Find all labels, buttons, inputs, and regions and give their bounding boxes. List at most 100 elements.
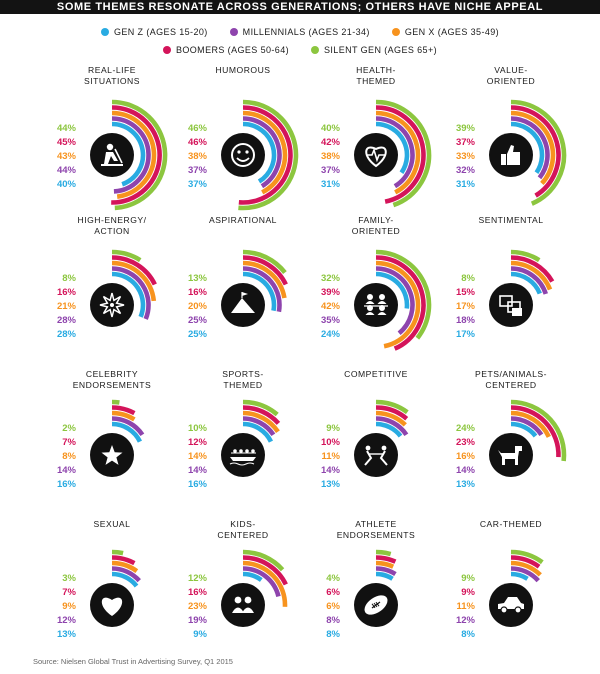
arc-silent-gen (375, 399, 409, 415)
arc-gen-x (111, 260, 157, 302)
value-label: 17% (456, 301, 476, 312)
arc-gen-z (242, 421, 274, 443)
theme-label: CENTERED (485, 380, 536, 390)
arc-gen-z (111, 271, 146, 318)
value-label: 40% (321, 123, 341, 134)
theme-label: SPORTS- (222, 369, 264, 379)
value-label: 46% (188, 137, 208, 148)
arc-millennials (111, 566, 141, 583)
car-icon (498, 597, 524, 614)
value-label: 18% (456, 315, 476, 326)
theme-label: CAR-THEMED (480, 519, 542, 529)
value-label: 44% (57, 165, 77, 176)
arc-boomers (375, 555, 397, 564)
legend-dot-boomers (162, 46, 171, 54)
arc-gen-x (375, 110, 421, 195)
theme-10-tug-of-war: COMPETITIVE 9% 10% 11% 14% 13% (321, 369, 409, 490)
theme-label: ENDORSEMENTS (337, 530, 416, 540)
legend-label-boomers: BOOMERS (AGES 50-64) (175, 45, 289, 55)
value-label: 8% (461, 273, 475, 284)
value-label: 6% (326, 601, 340, 612)
legend-row-2: BOOMERS (AGES 50-64) SILENT GEN (AGES 65… (0, 45, 600, 55)
theme-label: HUMOROUS (215, 65, 270, 75)
theme-label: ASPIRATIONAL (209, 215, 277, 225)
arc-gen-z (111, 571, 139, 588)
arc-boomers (510, 405, 561, 458)
value-label: 7% (62, 437, 76, 448)
icon-disc (354, 283, 398, 327)
theme-label: FAMILY- (358, 215, 394, 225)
value-label: 14% (321, 465, 341, 476)
arc-millennials (510, 566, 540, 583)
legend-dot-gen-z (100, 28, 109, 36)
value-label: 28% (57, 315, 77, 326)
arc-millennials (375, 266, 415, 336)
value-label: 7% (62, 587, 76, 598)
mountain-icon (231, 292, 255, 313)
theme-label: HIGH-ENERGY/ (77, 215, 146, 225)
theme-label: SENTIMENTAL (478, 215, 543, 225)
arc-millennials (510, 116, 550, 180)
arc-boomers (375, 405, 409, 421)
family-icon (364, 294, 388, 315)
value-label: 13% (321, 479, 341, 490)
thumbs-up-icon (501, 145, 520, 165)
arc-millennials (510, 266, 548, 295)
arc-boomers (510, 555, 541, 569)
arc-boomers (242, 405, 281, 425)
arc-boomers (375, 255, 426, 351)
theme-label: ATHLETE (355, 519, 397, 529)
arc-millennials (510, 416, 544, 437)
value-label: 8% (326, 615, 340, 626)
arc-gen-z (510, 421, 538, 438)
theme-7-photos: SENTIMENTAL 8% 15% 17% 18% 17% (456, 215, 555, 340)
arc-boomers (111, 555, 136, 566)
value-label: 13% (188, 273, 208, 284)
value-label: 45% (57, 137, 77, 148)
theme-label: COMPETITIVE (344, 369, 408, 379)
value-label: 46% (188, 123, 208, 134)
value-label: 10% (188, 423, 208, 434)
legend-label-gen-x: GEN X (AGES 35-49) (404, 27, 500, 37)
arc-gen-x (111, 110, 157, 199)
value-label: 2% (62, 423, 76, 434)
icon-disc (221, 433, 265, 477)
value-label: 21% (57, 301, 77, 312)
legend-item-millennials: MILLENNIALS (AGES 21-34) (229, 27, 370, 37)
chart-title: SOME THEMES RESONATE ACROSS GENERATIONS;… (56, 1, 544, 13)
value-label: 24% (321, 329, 341, 340)
arc-gen-z (375, 121, 410, 174)
arc-silent-gen (375, 549, 392, 557)
value-label: 17% (456, 329, 476, 340)
theme-label: ACTION (94, 226, 129, 236)
value-label: 8% (461, 629, 475, 640)
arc-boomers (510, 105, 561, 198)
value-label: 6% (326, 587, 340, 598)
value-label: 14% (188, 451, 208, 462)
value-label: 12% (57, 615, 77, 626)
kids-icon (232, 596, 254, 613)
theme-label: SITUATIONS (84, 76, 140, 86)
value-label: 25% (188, 315, 208, 326)
arc-gen-x (510, 560, 542, 577)
arc-silent-gen (375, 99, 432, 208)
legend-label-silent-gen: SILENT GEN (AGES 65+) (324, 45, 438, 55)
legend-item-boomers: BOOMERS (AGES 50-64) (162, 45, 289, 55)
value-label: 35% (321, 315, 341, 326)
arc-millennials (242, 266, 282, 313)
legend-dot-silent-gen (311, 46, 319, 54)
value-label: 14% (188, 465, 208, 476)
arc-gen-x (510, 410, 551, 438)
theme-6-family: FAMILY-ORIENTED 32% 39% 42% 35% 24% (321, 215, 432, 351)
arc-gen-x (242, 410, 280, 434)
arc-gen-z (111, 121, 146, 187)
arc-gen-z (242, 121, 277, 184)
arc-gen-z (375, 421, 403, 438)
value-label: 16% (57, 479, 77, 490)
arc-millennials (111, 116, 151, 194)
value-label: 8% (326, 629, 340, 640)
value-label: 38% (188, 151, 208, 162)
theme-4-explosion: HIGH-ENERGY/ACTION 8% 16% 21% 28% 28% (57, 215, 157, 340)
